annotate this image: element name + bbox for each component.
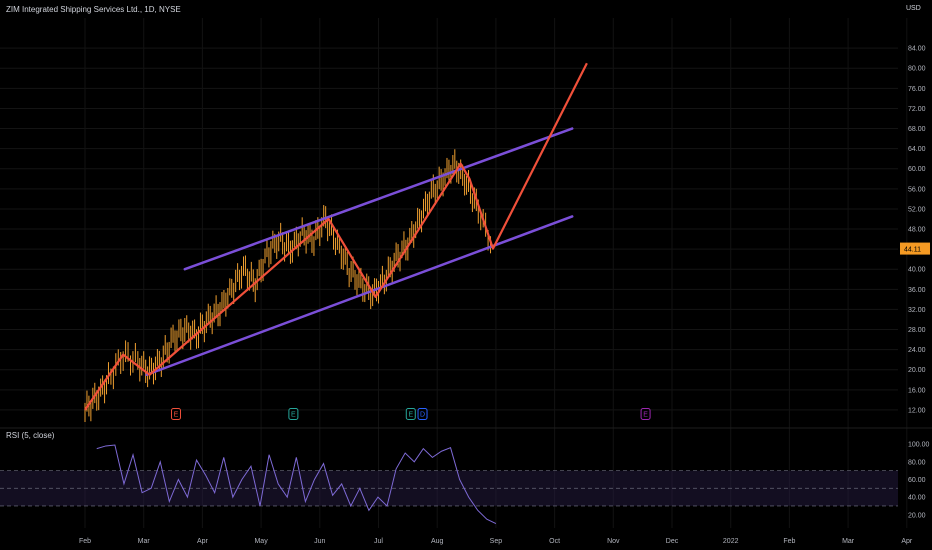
price-tick-label: 80.00 — [908, 66, 926, 73]
price-tick-label: 84.00 — [908, 46, 926, 53]
time-tick-label: Oct — [549, 538, 560, 545]
price-tick-label: 56.00 — [908, 186, 926, 193]
currency-label: USD — [906, 5, 921, 12]
price-tick-label: 24.00 — [908, 347, 926, 354]
rsi-tick-label: 20.00 — [908, 512, 926, 519]
channel-lines — [145, 127, 574, 377]
price-tick-label: 64.00 — [908, 146, 926, 153]
event-badge-label: D — [420, 412, 425, 419]
price-tick-label: 60.00 — [908, 166, 926, 173]
event-badge — [640, 408, 651, 420]
price-tick-label: 48.00 — [908, 227, 926, 234]
price-tick-label: 52.00 — [908, 206, 926, 213]
price-tick-label: 76.00 — [908, 86, 926, 93]
time-tick-label: May — [254, 538, 268, 545]
rsi-tick-label: 80.00 — [908, 459, 926, 466]
time-tick-label: Dec — [666, 538, 679, 545]
rsi-tick-label: 60.00 — [908, 477, 926, 484]
event-badge-label: E — [291, 412, 296, 419]
event-badge-label: E — [174, 412, 179, 419]
price-tick-label: 68.00 — [908, 126, 926, 133]
event-badge — [417, 408, 428, 420]
chart-title: ZIM Integrated Shipping Services Ltd., 1… — [6, 5, 181, 14]
zigzag-line — [84, 62, 588, 411]
event-badge — [288, 408, 299, 420]
price-axis: 12.00 16.00 20.00 24.00 28.00 32.00 36.00 40.00… — [908, 46, 926, 415]
price-tick-label: 12.00 — [908, 407, 926, 414]
price-tick-label: 40.00 — [908, 267, 926, 274]
event-badge — [170, 408, 181, 420]
event-badge-label: E — [408, 412, 413, 419]
channel-line — [145, 215, 574, 377]
rsi-tick-label: 100.00 — [908, 442, 930, 449]
price-tick-label: 28.00 — [908, 327, 926, 334]
price-tick-label: 16.00 — [908, 387, 926, 394]
time-tick-label: Mar — [842, 538, 855, 545]
event-badge — [405, 408, 416, 420]
time-tick-label: Feb — [79, 538, 91, 545]
event-badge-label: E — [643, 412, 648, 419]
time-tick-label: Mar — [138, 538, 151, 545]
time-tick-label: Apr — [197, 538, 209, 545]
time-tick-label: Nov — [607, 538, 620, 545]
time-tick-label: Sep — [490, 538, 503, 545]
price-tick-label: 72.00 — [908, 106, 926, 113]
price-tick-label: 32.00 — [908, 307, 926, 314]
last-price-box — [900, 242, 930, 255]
price-tick-label: 20.00 — [908, 367, 926, 374]
time-tick-label: Feb — [783, 538, 795, 545]
zigzag-lines — [84, 62, 588, 411]
rsi-tick-label: 40.00 — [908, 495, 926, 502]
time-tick-label: Aug — [431, 538, 444, 545]
time-axis: Feb Mar Apr May Jun Jul Aug Sep Oct Nov Dec 2022 Feb… — [79, 538, 913, 545]
rsi-axis: 20.00 40.00 60.00 80.00 100.00 — [908, 442, 930, 520]
rsi-line — [96, 444, 497, 525]
last-price-text: 44.11 — [904, 247, 921, 254]
time-tick-label: 2022 — [723, 538, 739, 545]
time-tick-label: Jun — [314, 538, 325, 545]
rsi-indicator-label[interactable]: RSI (5, close) — [6, 431, 55, 440]
time-tick-label: Apr — [901, 538, 913, 545]
last-price-label: 44.11 — [900, 242, 930, 255]
price-tick-label: 36.00 — [908, 287, 926, 294]
rsi-panel — [0, 444, 898, 525]
time-tick-label: Jul — [374, 538, 383, 545]
channel-line — [183, 127, 574, 271]
